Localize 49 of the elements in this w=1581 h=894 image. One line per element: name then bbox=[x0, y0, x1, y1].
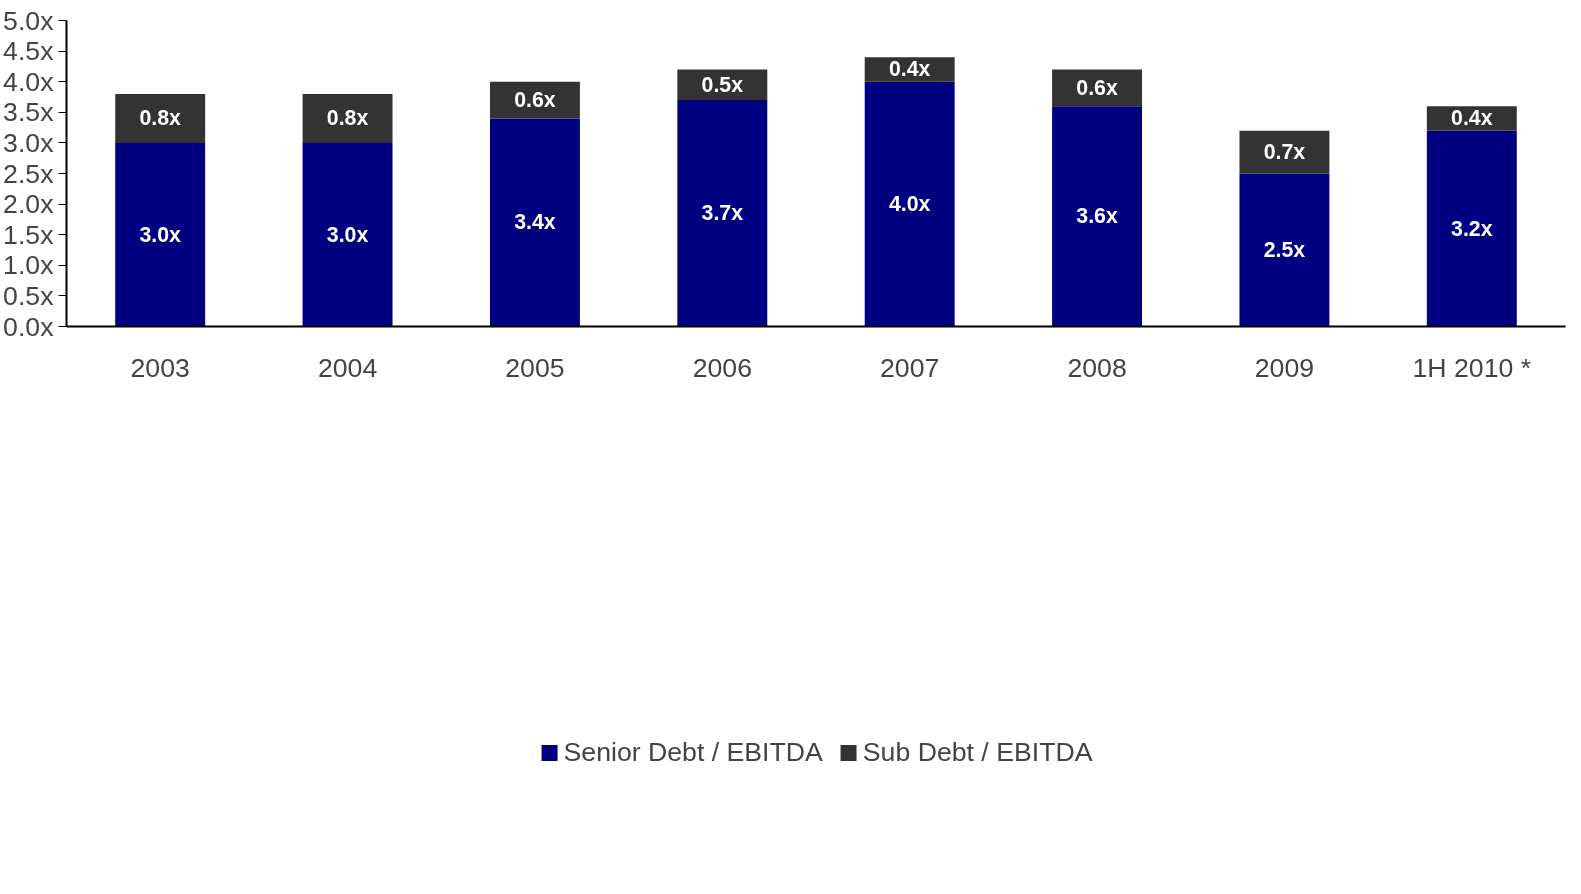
x-tick-label: 2003 bbox=[130, 352, 190, 383]
bar bbox=[1426, 130, 1517, 327]
data-label: 0.4x bbox=[1451, 106, 1493, 131]
data-label: 2.5x bbox=[1263, 238, 1306, 262]
y-tick-label: 0.0x bbox=[3, 311, 55, 342]
y-tick-label: 2.5x bbox=[3, 158, 55, 189]
data-label: 3.7x bbox=[701, 201, 744, 226]
x-tick-label: 2006 bbox=[692, 352, 752, 383]
data-label: 0.7x bbox=[1263, 140, 1306, 165]
data-label: 3.4x bbox=[514, 210, 556, 235]
data-label: 0.5x bbox=[701, 72, 744, 97]
data-label: 4.0x bbox=[888, 192, 931, 217]
x-tick-label: 2007 bbox=[880, 352, 940, 383]
bar bbox=[302, 142, 393, 327]
data-label: 0.6x bbox=[1076, 75, 1118, 100]
data-label: 3.6x bbox=[1076, 204, 1118, 229]
y-tick-label: 4.5x bbox=[3, 36, 55, 67]
data-label: 0.8x bbox=[139, 106, 182, 131]
bar bbox=[864, 81, 955, 327]
y-tick-label: 4.0x bbox=[3, 66, 55, 97]
x-tick-label: 2009 bbox=[1254, 352, 1315, 383]
data-label: 3.2x bbox=[1451, 216, 1493, 241]
legend-label: Senior Debt / EBITDA bbox=[563, 736, 823, 768]
bar bbox=[115, 93, 206, 143]
bar bbox=[302, 93, 393, 143]
y-tick-label: 0.5x bbox=[3, 280, 55, 311]
x-tick-label: 2005 bbox=[505, 352, 565, 383]
legend-label: Sub Debt / EBITDA bbox=[862, 736, 1093, 768]
x-tick-label: 1H 2010 * bbox=[1412, 352, 1532, 383]
bar bbox=[677, 100, 768, 327]
data-label: 3.0x bbox=[326, 222, 369, 247]
y-tick-label: 2.0x bbox=[3, 189, 55, 220]
data-label: 0.8x bbox=[326, 106, 369, 131]
data-label: 0.6x bbox=[514, 88, 556, 113]
bar bbox=[1239, 173, 1330, 327]
x-tick-label: 2008 bbox=[1067, 352, 1127, 383]
bar bbox=[1239, 130, 1330, 174]
bar bbox=[1052, 106, 1143, 327]
bar bbox=[115, 142, 206, 327]
y-tick-label: 3.5x bbox=[3, 97, 55, 128]
bar bbox=[1052, 69, 1143, 107]
y-tick-label: 3.0x bbox=[3, 127, 55, 158]
x-tick-label: 2004 bbox=[317, 352, 378, 383]
y-tick-label: 5.0x bbox=[3, 5, 55, 36]
data-label: 0.4x bbox=[888, 57, 931, 82]
y-tick-label: 1.0x bbox=[3, 250, 55, 281]
bar bbox=[489, 118, 580, 327]
y-tick-label: 1.5x bbox=[3, 219, 55, 250]
data-label: 3.0x bbox=[139, 222, 182, 247]
